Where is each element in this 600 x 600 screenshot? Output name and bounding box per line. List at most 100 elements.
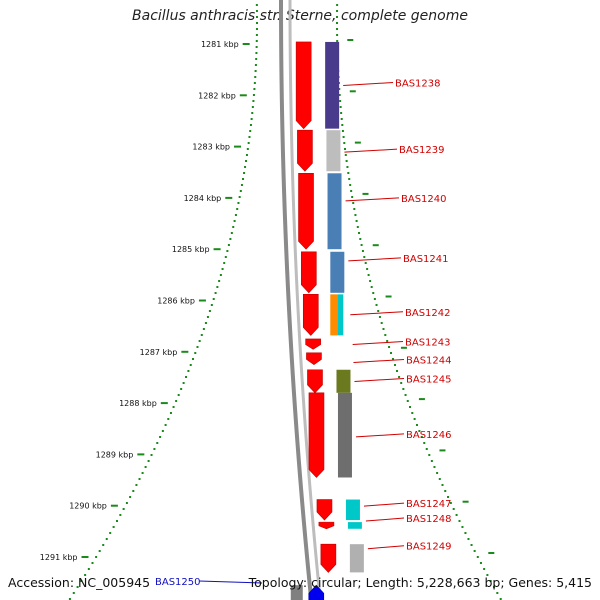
cog-block bbox=[326, 130, 341, 172]
cds-arrow-bas1247[interactable] bbox=[316, 499, 333, 521]
gc-dot bbox=[232, 226, 235, 228]
skew-dot bbox=[400, 382, 403, 384]
gc-dot bbox=[245, 154, 248, 156]
gene-label-bas1250[interactable]: BAS1250 bbox=[155, 577, 201, 588]
cds-arrow-bas1243[interactable] bbox=[305, 338, 321, 350]
gene-label-bas1241[interactable]: BAS1241 bbox=[403, 254, 449, 265]
skew-dot bbox=[384, 334, 387, 336]
cds-arrow-bas1246[interactable] bbox=[308, 392, 325, 478]
label-leader bbox=[345, 197, 400, 202]
skew-dot bbox=[441, 484, 444, 486]
gene-label-bas1242[interactable]: BAS1242 bbox=[405, 308, 451, 319]
tick-label: 1282 kbp bbox=[198, 91, 236, 100]
cds-arrow-bas1238[interactable] bbox=[295, 41, 312, 130]
skew-dot bbox=[467, 538, 470, 540]
gc-dot bbox=[249, 124, 252, 126]
label-leader bbox=[367, 545, 405, 550]
skew-dot bbox=[341, 130, 344, 132]
tick-label: 1281 kbp bbox=[201, 40, 239, 49]
gc-dot bbox=[255, 16, 258, 18]
cds-arrow-bas1248[interactable] bbox=[318, 521, 335, 530]
tick-label: 1283 kbp bbox=[192, 143, 230, 152]
gc-dot bbox=[132, 490, 135, 492]
tick-label: 1285 kbp bbox=[172, 245, 210, 254]
gc-dot bbox=[255, 52, 258, 54]
topology-summary: Topology: circular; Length: 5,228,663 bp… bbox=[248, 575, 592, 590]
gc-dot bbox=[227, 244, 230, 246]
gc-dot bbox=[200, 334, 203, 336]
cds-arrow-bas1249[interactable] bbox=[320, 543, 337, 573]
gc-dot bbox=[251, 112, 254, 114]
gc-dot bbox=[246, 148, 249, 150]
gc-dot bbox=[208, 310, 211, 312]
skew-dot bbox=[438, 478, 441, 480]
skew-dot bbox=[344, 154, 347, 156]
skew-dot bbox=[420, 436, 423, 438]
label-leader bbox=[363, 502, 405, 507]
gc-dot bbox=[95, 556, 98, 558]
gc-dot bbox=[252, 100, 255, 102]
skew-dot bbox=[388, 346, 391, 348]
gc-dot bbox=[159, 436, 162, 438]
cog-colored-genes bbox=[290, 41, 364, 600]
gc-dot bbox=[255, 46, 258, 48]
gc-dot bbox=[76, 586, 79, 588]
cog-block bbox=[345, 499, 360, 521]
gc-dot bbox=[156, 442, 159, 444]
skew-dot bbox=[398, 376, 401, 378]
gc-dot bbox=[192, 358, 195, 360]
cds-arrow-bas1245[interactable] bbox=[307, 369, 323, 394]
gc-dot bbox=[229, 238, 232, 240]
gc-dot bbox=[234, 214, 237, 216]
cds-arrow-bas1239[interactable] bbox=[297, 129, 313, 172]
skew-dot bbox=[336, 28, 339, 30]
cds-arrow-bas1241[interactable] bbox=[301, 251, 317, 294]
gc-dot bbox=[105, 538, 108, 540]
gc-dot bbox=[252, 94, 255, 96]
gc-dot bbox=[254, 76, 257, 78]
gc-dot bbox=[255, 4, 258, 6]
accession-text: Accession: NC_005945 bbox=[8, 575, 151, 590]
cds-arrow-bas1244[interactable] bbox=[306, 352, 322, 365]
gc-dot bbox=[164, 424, 167, 426]
skew-dot bbox=[483, 568, 486, 570]
skew-dot bbox=[347, 172, 350, 174]
cds-arrow-bas1240[interactable] bbox=[298, 172, 314, 250]
gene-label-bas1238[interactable]: BAS1238 bbox=[395, 78, 441, 89]
gc-dot bbox=[194, 352, 197, 354]
gc-dot bbox=[253, 88, 256, 90]
skew-dot bbox=[343, 142, 346, 144]
gene-label-bas1246[interactable]: BAS1246 bbox=[406, 430, 452, 441]
gc-dot bbox=[255, 58, 258, 60]
skew-dot bbox=[340, 118, 343, 120]
gc-dot bbox=[240, 184, 243, 186]
label-leader bbox=[352, 341, 404, 346]
gene-label-bas1245[interactable]: BAS1245 bbox=[406, 374, 452, 385]
gc-dot bbox=[212, 298, 215, 300]
gc-dot bbox=[219, 274, 222, 276]
label-leader bbox=[353, 358, 405, 363]
skew-dot bbox=[404, 394, 407, 396]
skew-dot bbox=[366, 268, 369, 270]
cds-arrow-bas1242[interactable] bbox=[302, 294, 319, 336]
gc-dot bbox=[237, 202, 240, 204]
gc-dot bbox=[255, 34, 258, 36]
skew-dot bbox=[479, 562, 482, 564]
gene-label-bas1240[interactable]: BAS1240 bbox=[401, 194, 447, 205]
gc-dot bbox=[175, 400, 178, 402]
gc-dot bbox=[153, 448, 156, 450]
skew-dot bbox=[455, 514, 458, 516]
cds-arrow-bas1250[interactable] bbox=[308, 584, 325, 600]
skew-dot bbox=[340, 112, 343, 114]
skew-dot bbox=[354, 214, 357, 216]
gene-label-bas1247[interactable]: BAS1247 bbox=[406, 499, 452, 510]
skew-dot bbox=[353, 208, 356, 210]
skew-dot bbox=[396, 370, 399, 372]
gene-label-bas1249[interactable]: BAS1249 bbox=[406, 542, 452, 553]
gene-label-bas1243[interactable]: BAS1243 bbox=[405, 338, 451, 349]
gene-label-bas1239[interactable]: BAS1239 bbox=[399, 145, 445, 156]
skew-dot bbox=[402, 388, 405, 390]
gene-label-bas1244[interactable]: BAS1244 bbox=[406, 355, 452, 366]
gene-label-bas1248[interactable]: BAS1248 bbox=[406, 514, 452, 525]
